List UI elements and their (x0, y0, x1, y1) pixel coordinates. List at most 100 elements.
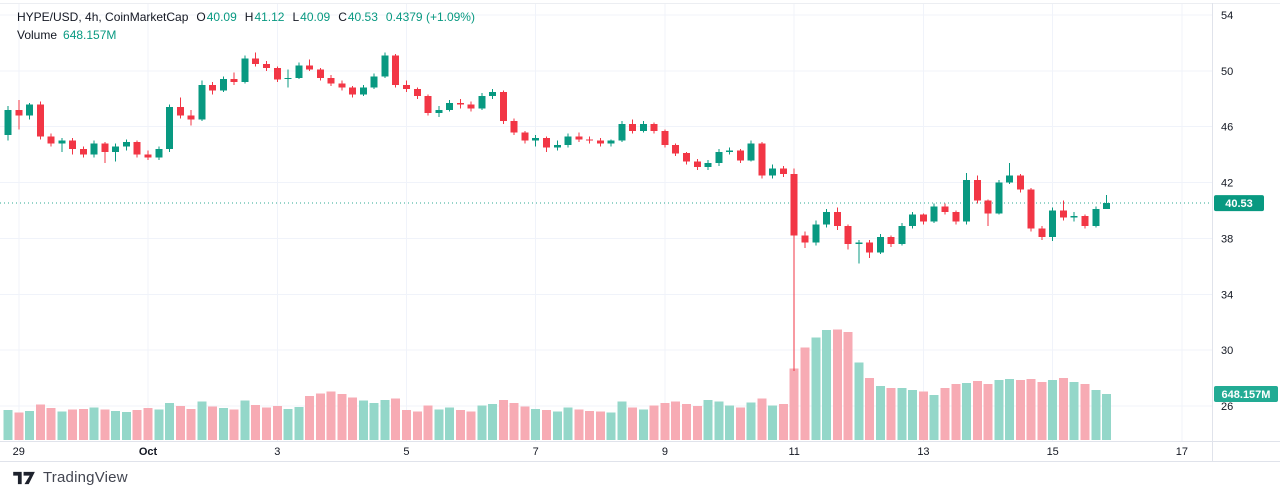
volume-bar (1059, 377, 1068, 440)
volume-bar (100, 409, 110, 440)
ohlc-low: L 40.09 (292, 10, 331, 24)
time-tick-label[interactable]: 9 (662, 446, 668, 458)
candle-body (758, 143, 766, 176)
candle-body (855, 242, 863, 244)
price-tick-label[interactable]: 34 (1221, 289, 1233, 301)
volume-bar (800, 347, 810, 440)
volume-bar (337, 393, 347, 440)
price-tick-label[interactable]: 54 (1221, 10, 1233, 22)
time-tick-label[interactable]: 15 (1047, 446, 1059, 458)
candle-body (144, 154, 152, 158)
candle-body (769, 168, 777, 176)
volume-bar (929, 394, 939, 440)
candle-body (1103, 203, 1110, 210)
candle-body (370, 76, 378, 88)
volume-bar (703, 399, 713, 440)
candle-body (1006, 175, 1014, 183)
volume-bar (692, 405, 702, 440)
candle-body (909, 214, 917, 226)
candle-body (69, 140, 77, 150)
volume-bar (154, 409, 164, 440)
time-tick-label[interactable]: 29 (13, 446, 25, 458)
volume-bar (111, 410, 121, 440)
price-tick-label[interactable]: 42 (1221, 178, 1233, 190)
volume-bar (660, 403, 670, 440)
candle-body (801, 235, 809, 243)
candle-body (435, 110, 443, 113)
volume-bar (175, 405, 185, 440)
candle-body (607, 140, 615, 144)
volume-bar (908, 390, 918, 440)
time-tick-label[interactable]: 13 (917, 446, 929, 458)
volume-bar (1048, 380, 1058, 440)
candle-body (90, 143, 98, 155)
candle-body (812, 224, 820, 243)
candle-body (521, 132, 529, 141)
volume-bar (940, 387, 950, 440)
time-tick-label[interactable]: 5 (403, 446, 409, 458)
candle-body (575, 136, 583, 140)
time-tick-label[interactable]: 7 (533, 446, 539, 458)
candle-body (866, 242, 874, 253)
volume-bar (78, 408, 88, 440)
volume-bar (1069, 381, 1079, 440)
candle-body (79, 149, 87, 155)
chart-legend[interactable]: HYPE/USD, 4h, CoinMarketCap O 40.09 H 41.1… (17, 8, 475, 44)
volume-bar (843, 332, 853, 440)
volume-bar (822, 330, 831, 440)
candle-body (650, 123, 658, 131)
volume-bar (983, 383, 993, 440)
volume-bar (402, 410, 411, 440)
candle-body (995, 182, 1003, 214)
candle-body (381, 55, 389, 77)
volume-bar (865, 377, 875, 440)
volume-bar (649, 405, 659, 440)
volume-bar (197, 401, 207, 440)
price-tick-label[interactable]: 46 (1221, 122, 1233, 134)
chart-canvas[interactable]: 54 50 46 42 38 34 30 26 29 Oct 3 5 7 9 11 13 15 17 40.53 64… (0, 0, 1280, 462)
tradingview-attribution-link[interactable]: TradingView (13, 469, 128, 486)
price-tick-label[interactable]: 30 (1221, 345, 1233, 357)
volume-bar (89, 407, 99, 440)
candle-body (359, 87, 367, 95)
candle-body (392, 55, 400, 85)
volume-bar (455, 410, 465, 440)
price-tick-label[interactable]: 26 (1221, 401, 1233, 413)
volume-bar (165, 403, 174, 440)
price-tick-label[interactable]: 38 (1221, 233, 1233, 245)
volume-bar (768, 405, 778, 440)
volume-bar (35, 404, 45, 440)
candle-body (1092, 209, 1100, 226)
candle-body (1060, 210, 1067, 218)
volume-bar (1015, 380, 1025, 440)
time-tick-label[interactable]: Oct (139, 446, 158, 458)
time-tick-label[interactable]: 17 (1176, 446, 1188, 458)
ohlc-open: O 40.09 (196, 10, 237, 24)
volume-bar (122, 412, 131, 440)
candle-body (1038, 228, 1046, 238)
candle-body (629, 123, 637, 131)
candle-body (316, 69, 324, 78)
candle-body (424, 96, 432, 113)
candle-body (844, 225, 852, 245)
candle-body (446, 103, 454, 110)
volume-bar (488, 404, 498, 440)
price-tick-label[interactable]: 50 (1221, 66, 1233, 78)
axis-labels-layer[interactable]: 54 50 46 42 38 34 30 26 29 Oct 3 5 7 9 11 13 15 17 40.53 64… (13, 10, 1278, 458)
time-tick-label[interactable]: 3 (274, 446, 280, 458)
candle-body (478, 96, 486, 109)
volume-bar (348, 397, 358, 440)
volume-bar (326, 391, 336, 440)
tradingview-logo-icon (13, 471, 35, 484)
candle-body (349, 87, 357, 95)
volume-bar (218, 408, 228, 440)
time-tick-label[interactable]: 11 (788, 446, 799, 458)
volume-bar (305, 396, 315, 440)
candle-body (930, 206, 938, 222)
candle-body (327, 77, 335, 84)
price-change: 0.4379 (+1.09%) (385, 10, 475, 24)
candle-body (187, 115, 195, 120)
volume-bar (520, 406, 530, 440)
candle-body (499, 91, 507, 122)
volume-bar (477, 405, 487, 440)
